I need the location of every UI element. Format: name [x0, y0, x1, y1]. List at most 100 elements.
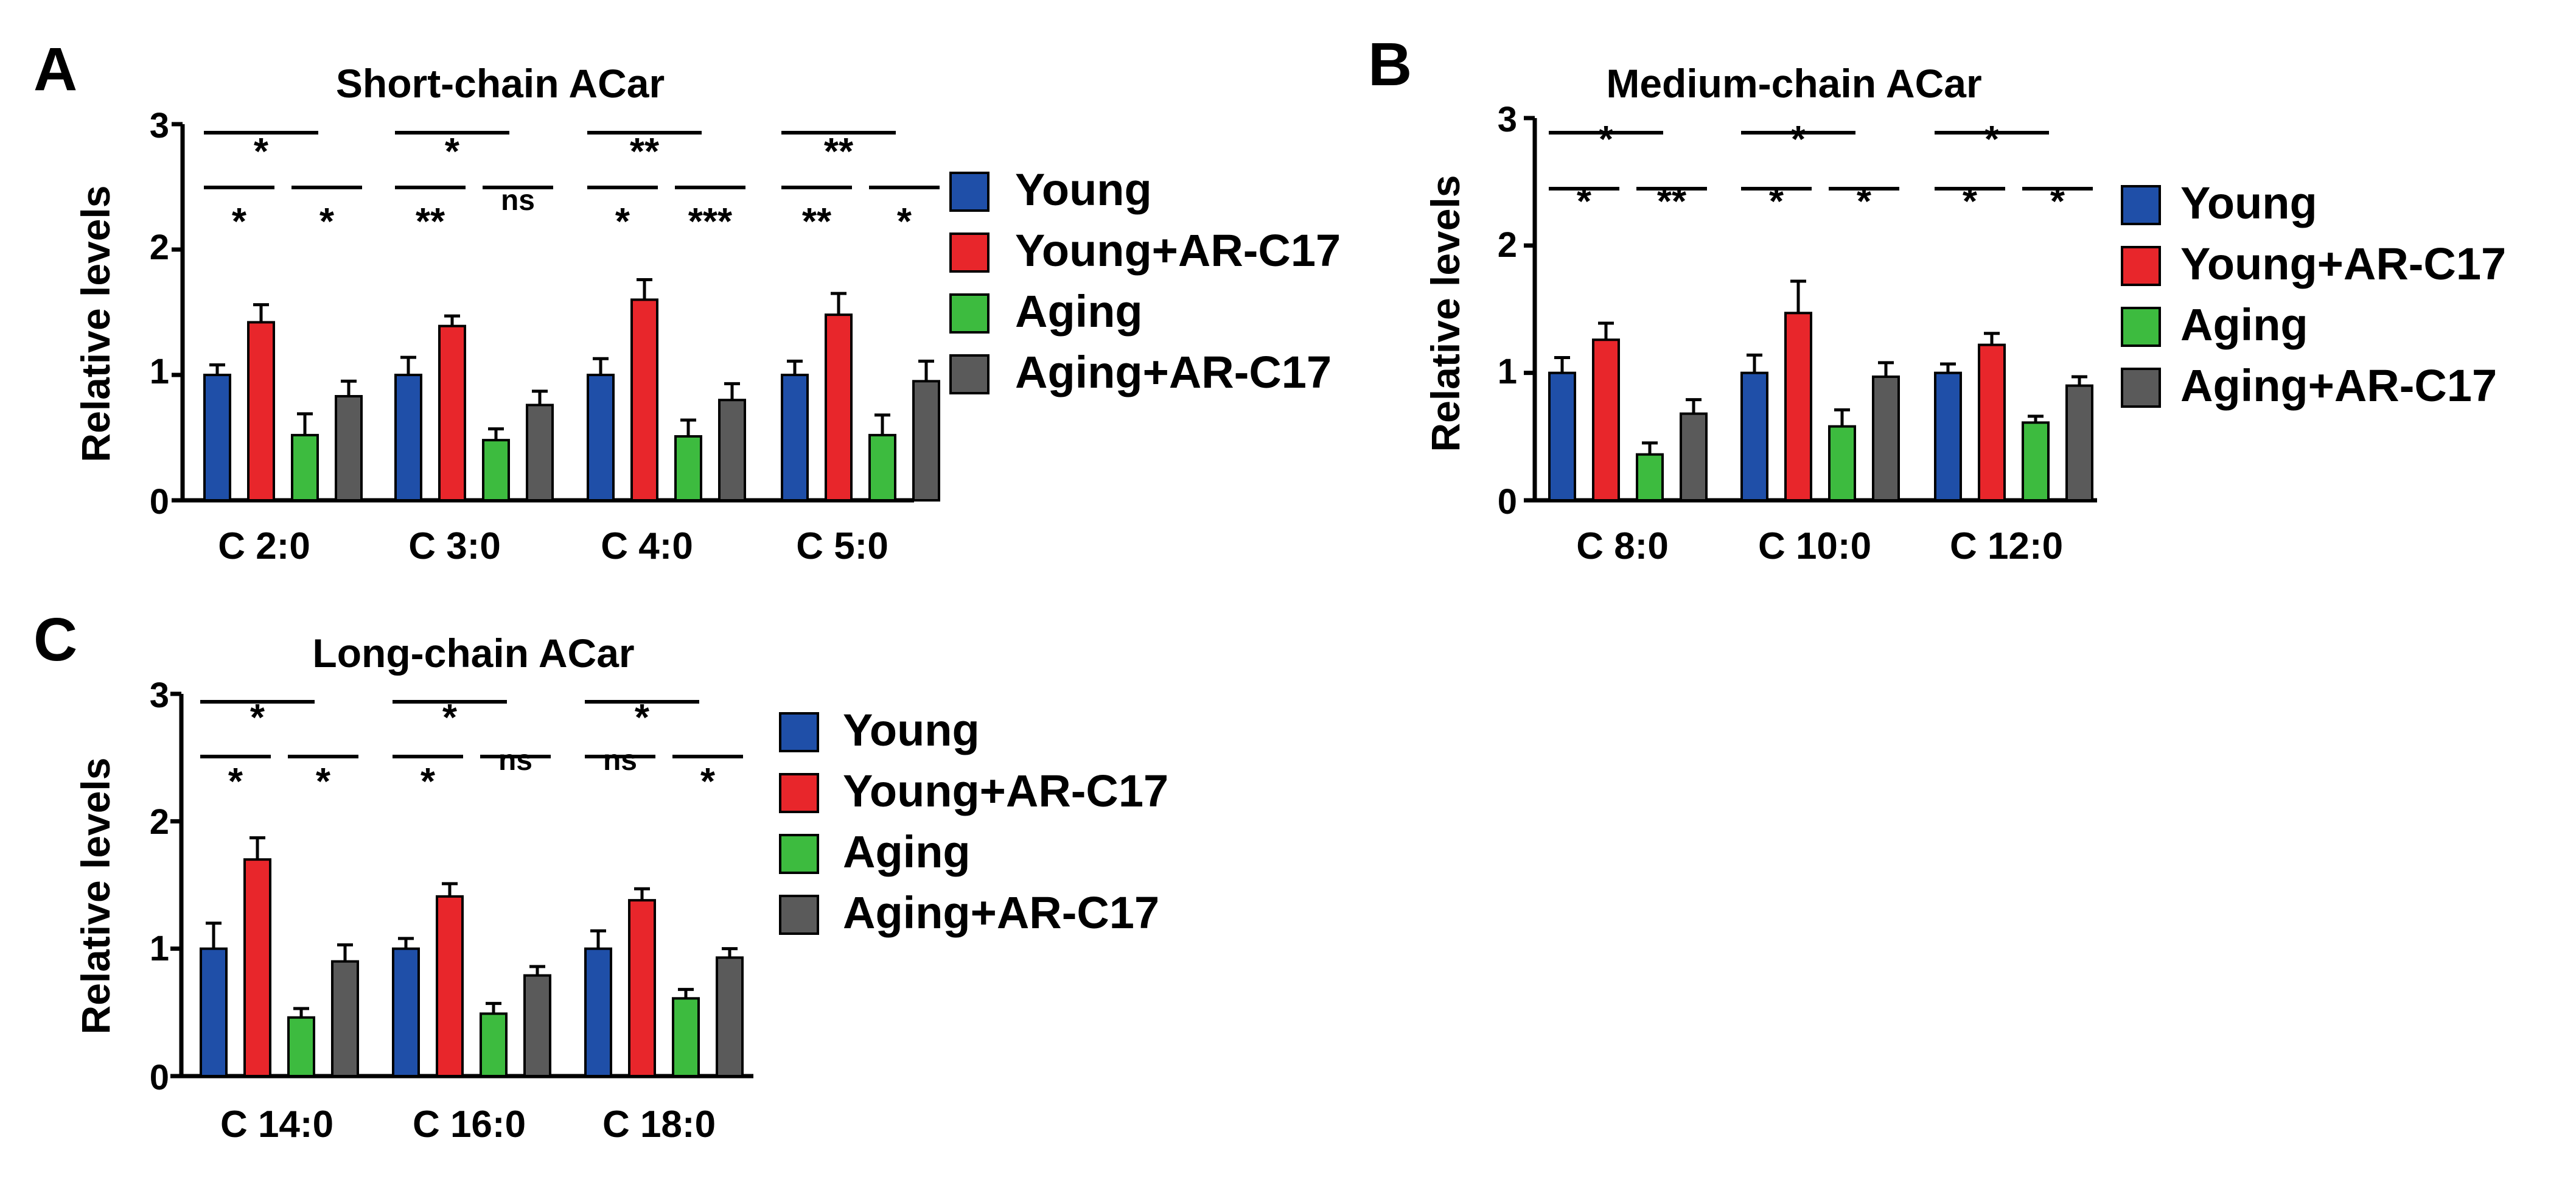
panel-c: C Long-chain ACar Relative levels 3 2 1 … [33, 606, 1168, 1145]
bar [630, 298, 658, 502]
x-tick-label: C 16:0 [413, 1103, 526, 1145]
bar [482, 439, 510, 502]
significance-label: * [445, 131, 460, 173]
significance-label: * [615, 201, 630, 243]
x-tick-label: C 10:0 [1758, 525, 1871, 567]
bar [1548, 371, 1576, 502]
legend-label-aging-ar-c17: Aging+AR-C17 [1015, 347, 1332, 397]
legend-swatch-young [779, 712, 819, 752]
legend-label-young-ar-c17: Young+AR-C17 [1015, 225, 1341, 276]
legend-label-young-ar-c17: Young+AR-C17 [2180, 239, 2506, 289]
bar [392, 947, 420, 1077]
y-tick-label: 2 [150, 228, 169, 267]
significance-label: * [254, 131, 269, 173]
bar [674, 435, 702, 502]
bar [436, 895, 464, 1077]
significance-label: * [421, 761, 436, 803]
legend-label-young: Young [843, 705, 980, 755]
bar [1784, 312, 1812, 502]
bar [781, 374, 809, 502]
significance-label: * [1963, 181, 1978, 223]
significance-label: ** [802, 201, 832, 243]
panel-letter: B [1368, 30, 1412, 99]
significance-label: * [897, 201, 912, 243]
y-tick-label: 0 [1498, 482, 1517, 522]
bar [825, 313, 853, 502]
y-axis-label: Relative levels [1423, 175, 1468, 452]
legend-swatch-aging [779, 834, 819, 874]
legend-swatch-young-ar-c17 [949, 233, 990, 273]
bar [247, 321, 275, 502]
chart-title: Medium-chain ACar [1606, 61, 1981, 106]
y-tick-label: 1 [1498, 352, 1517, 391]
y-tick-label: 1 [150, 929, 169, 968]
bar [868, 433, 896, 502]
bar [331, 960, 359, 1077]
significance-label: ns [603, 744, 637, 777]
bar [672, 997, 700, 1077]
panel-letter: A [33, 35, 77, 103]
legend: Young Young+AR-C17 Aging Aging+AR-C17 [949, 164, 1341, 397]
bar [628, 899, 656, 1077]
bar [587, 374, 615, 502]
significance-label: ** [824, 131, 854, 173]
bar [912, 380, 940, 502]
legend-swatch-aging [2121, 307, 2161, 347]
significance-label: * [228, 761, 243, 803]
y-tick-label: 2 [150, 802, 169, 842]
legend-label-young: Young [1015, 164, 1152, 215]
significance-label: * [1857, 181, 1872, 223]
bar [287, 1016, 315, 1077]
significance-label: ** [1657, 181, 1687, 223]
y-axis-label: Relative levels [73, 758, 118, 1035]
bar [2022, 421, 2050, 502]
legend-label-young: Young [2180, 178, 2317, 228]
x-tick-labels: C 2:0 C 3:0 C 4:0 C 5:0 [218, 525, 888, 567]
y-tick-label: 3 [1498, 100, 1517, 139]
bar [1872, 375, 1900, 502]
y-axis-label: Relative levels [73, 186, 118, 463]
significance-label: * [1791, 119, 1806, 161]
bar [1680, 412, 1708, 502]
bar [243, 858, 271, 1077]
legend-swatch-aging-ar-c17 [2121, 368, 2161, 408]
significance-label: * [1984, 119, 2000, 161]
bar [394, 374, 422, 502]
legend-label-aging-ar-c17: Aging+AR-C17 [843, 887, 1159, 938]
x-tick-labels: C 14:0 C 16:0 C 18:0 [220, 1103, 716, 1145]
significance-label: * [1599, 119, 1614, 161]
x-tick-label: C 18:0 [602, 1103, 716, 1145]
legend-swatch-young [949, 172, 990, 212]
panel-b: B Medium-chain ACar Relative levels 3 2 … [1368, 30, 2506, 567]
x-tick-labels: C 8:0 C 10:0 C 12:0 [1576, 525, 2063, 567]
significance-label: * [635, 697, 650, 739]
bar [1934, 371, 1962, 502]
bar [1828, 425, 1856, 502]
bar [203, 374, 231, 502]
y-tick-labels: 3 2 1 0 [1498, 100, 1517, 522]
bar [1636, 453, 1664, 502]
significance-label: * [1769, 181, 1784, 223]
legend-swatch-young-ar-c17 [2121, 246, 2161, 286]
x-tick-label: C 8:0 [1576, 525, 1669, 567]
significance-label: ns [498, 744, 532, 777]
legend-label-aging: Aging [1015, 286, 1143, 337]
significance-label: ** [630, 131, 660, 173]
x-tick-label: C 14:0 [220, 1103, 333, 1145]
x-tick-label: C 4:0 [601, 525, 693, 567]
y-tick-labels: 3 2 1 0 [150, 676, 169, 1097]
bar [335, 395, 363, 502]
significance-label: * [1577, 181, 1592, 223]
significance-label: * [442, 697, 458, 739]
legend-label-aging: Aging [2180, 299, 2308, 350]
legend-swatch-young [2121, 185, 2161, 225]
legend-label-young-ar-c17: Young+AR-C17 [843, 766, 1168, 816]
bar [526, 404, 554, 502]
panel-a: A Short-chain ACar Relative levels 3 2 1… [33, 35, 1341, 567]
bar [200, 947, 228, 1077]
x-tick-label: C 3:0 [408, 525, 501, 567]
y-tick-label: 0 [150, 482, 169, 522]
bar [1592, 338, 1620, 502]
significance-label: ** [416, 201, 445, 243]
